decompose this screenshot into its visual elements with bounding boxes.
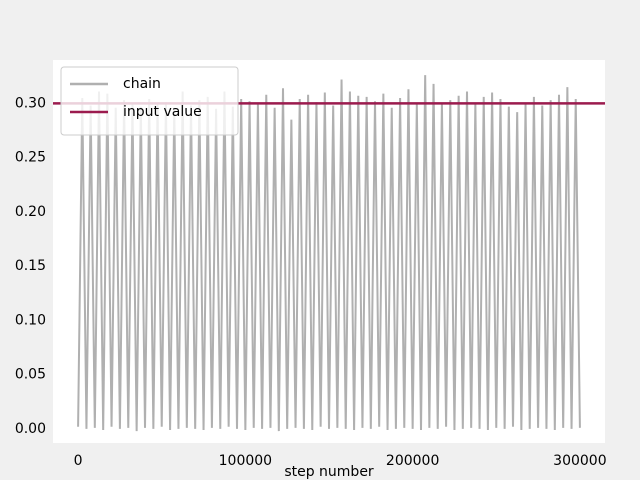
legend-label: input value	[123, 104, 202, 120]
x-tick-label: 0	[74, 453, 83, 469]
x-tick-label: 200000	[386, 453, 439, 469]
y-tick-label: 0.20	[15, 204, 46, 220]
x-tick-label: 300000	[553, 453, 606, 469]
chain-line	[77, 75, 581, 432]
y-tick-label: 0.00	[15, 421, 46, 437]
legend-label: chain	[123, 76, 161, 92]
y-tick-label: 0.15	[15, 258, 46, 274]
y-tick-label: 0.05	[15, 367, 46, 383]
y-tick-label: 0.25	[15, 150, 46, 166]
x-axis-label: step number	[284, 464, 374, 480]
x-tick-label: 100000	[219, 453, 272, 469]
y-tick-label: 0.30	[15, 95, 46, 111]
y-tick-label: 0.10	[15, 312, 46, 328]
